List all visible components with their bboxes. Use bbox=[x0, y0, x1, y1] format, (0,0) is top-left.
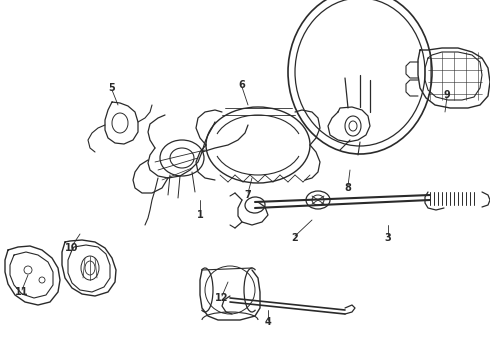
Text: 4: 4 bbox=[265, 317, 271, 327]
Text: 6: 6 bbox=[239, 80, 245, 90]
Text: 8: 8 bbox=[344, 183, 351, 193]
Text: 2: 2 bbox=[292, 233, 298, 243]
Text: 1: 1 bbox=[196, 210, 203, 220]
Text: 10: 10 bbox=[65, 243, 79, 253]
Text: 12: 12 bbox=[215, 293, 229, 303]
Text: 11: 11 bbox=[15, 287, 29, 297]
Text: 3: 3 bbox=[385, 233, 392, 243]
Text: 5: 5 bbox=[109, 83, 115, 93]
Text: 9: 9 bbox=[443, 90, 450, 100]
Text: 7: 7 bbox=[245, 190, 251, 200]
